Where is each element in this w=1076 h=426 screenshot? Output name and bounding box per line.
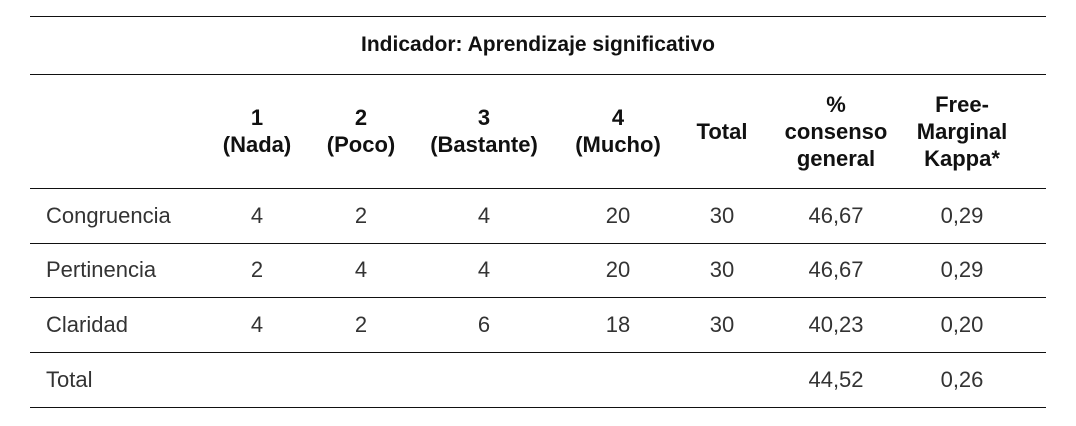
cell-value: 30 <box>709 312 735 337</box>
header-line: (Bastante) <box>430 132 538 157</box>
cell-value: 4 <box>354 257 368 282</box>
total-consensus: 44,52 <box>808 367 864 392</box>
cell-value: 46,67 <box>808 203 864 228</box>
header-line: Kappa* <box>924 145 1000 171</box>
header-line: 2 <box>354 105 368 130</box>
cell-value: 30 <box>709 203 735 228</box>
cell-value: 2 <box>250 257 264 282</box>
cell-value: 4 <box>250 203 264 228</box>
header-line: 1 <box>250 105 264 130</box>
header-line: % <box>826 91 846 117</box>
cell-value: 4 <box>250 312 264 337</box>
cell-value: 4 <box>477 203 491 228</box>
cell-value: 46,67 <box>808 257 864 282</box>
cell-value: 20 <box>605 257 631 282</box>
header-line: Free- <box>935 91 989 117</box>
cell-value: 2 <box>354 203 368 228</box>
row-label: Pertinencia <box>46 257 157 282</box>
header-cell: 3 (Bastante) <box>430 104 538 158</box>
row-label: Congruencia <box>46 203 171 228</box>
cell-value: 4 <box>477 257 491 282</box>
top-rule <box>30 16 1046 17</box>
header-line: consenso <box>784 118 888 144</box>
cell-value: 18 <box>605 312 631 337</box>
bottom-rule <box>30 407 1046 408</box>
header-cell: Free- Marginal Kappa* <box>917 91 1007 172</box>
cell-value: 30 <box>709 257 735 282</box>
header-line: (Nada) <box>222 132 292 157</box>
cell-value: 0,20 <box>940 312 984 337</box>
total-kappa: 0,26 <box>940 367 984 392</box>
header-cell: 1 (Nada) <box>223 104 291 158</box>
rule <box>30 297 1046 298</box>
header-line: (Mucho) <box>575 132 661 157</box>
header-line: Marginal <box>916 118 1008 144</box>
rule <box>30 243 1046 244</box>
rule <box>30 74 1046 75</box>
total-label: Total <box>46 367 93 392</box>
cell-value: 6 <box>477 312 491 337</box>
cell-value: 0,29 <box>940 203 984 228</box>
header-cell: % consenso general <box>785 91 888 172</box>
header-line: 4 <box>611 105 625 130</box>
rule <box>30 188 1046 189</box>
header-line: 3 <box>477 105 491 130</box>
cell-value: 0,29 <box>940 257 984 282</box>
header-line: Total <box>696 118 748 144</box>
header-line: general <box>796 145 876 171</box>
header-line: (Poco) <box>326 132 396 157</box>
cell-value: 2 <box>354 312 368 337</box>
cell-value: 40,23 <box>808 312 864 337</box>
cell-value: 20 <box>605 203 631 228</box>
row-label: Claridad <box>46 312 128 337</box>
rule <box>30 352 1046 353</box>
header-cell: 2 (Poco) <box>327 104 395 158</box>
table-title: Indicador: Aprendizaje significativo <box>361 33 715 56</box>
header-cell: 4 (Mucho) <box>575 104 661 158</box>
header-cell: Total <box>697 118 748 145</box>
